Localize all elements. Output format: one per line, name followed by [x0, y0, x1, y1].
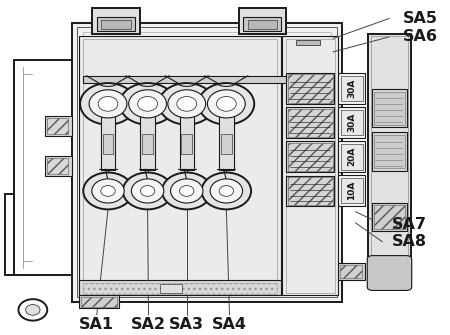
Bar — [338, 141, 365, 172]
Bar — [72, 23, 342, 302]
Bar — [341, 144, 363, 170]
Bar — [372, 203, 407, 231]
Bar — [79, 295, 119, 308]
Bar — [45, 116, 72, 136]
Circle shape — [202, 173, 251, 209]
Bar — [83, 32, 331, 293]
Text: SA2: SA2 — [131, 317, 166, 332]
Circle shape — [180, 186, 194, 196]
Bar — [92, 8, 140, 34]
Text: 10A: 10A — [347, 181, 356, 200]
Bar — [288, 177, 333, 205]
Circle shape — [171, 179, 203, 203]
Bar — [341, 110, 363, 135]
Circle shape — [138, 96, 157, 111]
Bar — [45, 156, 72, 176]
Circle shape — [89, 90, 127, 118]
Text: SA3: SA3 — [169, 317, 204, 332]
Bar — [374, 135, 405, 168]
Text: SA8: SA8 — [392, 234, 427, 249]
Circle shape — [80, 83, 136, 125]
Text: 20A: 20A — [347, 147, 356, 166]
Bar — [79, 36, 281, 295]
Text: SA5: SA5 — [403, 11, 438, 26]
Bar — [47, 118, 68, 134]
Circle shape — [210, 179, 243, 203]
Bar — [101, 105, 115, 170]
Circle shape — [168, 90, 206, 118]
Bar — [288, 109, 333, 137]
Text: SA4: SA4 — [212, 317, 247, 332]
Bar — [338, 73, 365, 104]
Circle shape — [177, 96, 197, 111]
Bar — [372, 132, 407, 171]
Text: SA1: SA1 — [79, 317, 114, 332]
Bar — [286, 176, 334, 206]
Circle shape — [26, 305, 40, 315]
Bar — [288, 143, 333, 171]
Circle shape — [159, 83, 215, 125]
Bar — [341, 178, 363, 203]
Bar — [288, 74, 333, 103]
Text: 30A: 30A — [347, 113, 356, 132]
Circle shape — [18, 299, 47, 321]
Text: SA6: SA6 — [403, 29, 438, 44]
Bar — [140, 105, 155, 170]
Bar — [371, 36, 408, 286]
Bar — [142, 134, 153, 154]
Bar — [79, 280, 281, 295]
Circle shape — [216, 96, 236, 111]
Bar — [180, 105, 194, 170]
Circle shape — [98, 96, 118, 111]
Circle shape — [198, 83, 254, 125]
Text: SA7: SA7 — [392, 217, 427, 232]
Bar — [77, 27, 337, 297]
Text: 30A: 30A — [347, 79, 356, 98]
Circle shape — [129, 90, 166, 118]
Circle shape — [92, 179, 124, 203]
Bar — [97, 17, 135, 31]
Circle shape — [207, 90, 245, 118]
Bar — [238, 8, 286, 34]
Bar — [181, 134, 192, 154]
Bar — [286, 141, 334, 172]
Circle shape — [120, 83, 176, 125]
FancyBboxPatch shape — [367, 256, 412, 290]
Bar — [160, 284, 182, 293]
Circle shape — [162, 173, 212, 209]
Circle shape — [83, 173, 133, 209]
Bar — [83, 76, 286, 83]
Bar — [296, 40, 320, 45]
Bar — [83, 39, 277, 292]
Bar — [282, 36, 338, 295]
Bar — [221, 134, 232, 154]
Bar — [368, 34, 411, 288]
Circle shape — [131, 179, 164, 203]
Circle shape — [140, 186, 155, 196]
Bar — [338, 107, 365, 138]
Bar — [341, 76, 363, 101]
Bar — [83, 283, 277, 294]
Bar — [372, 89, 407, 127]
Circle shape — [123, 173, 172, 209]
Bar — [101, 20, 130, 29]
Bar — [374, 205, 405, 229]
Bar — [338, 175, 365, 206]
Bar — [286, 39, 335, 293]
Bar — [286, 73, 334, 104]
Bar — [286, 107, 334, 138]
Bar — [243, 17, 281, 31]
Bar — [248, 20, 277, 29]
Bar — [374, 92, 405, 125]
Circle shape — [101, 186, 115, 196]
Bar — [219, 105, 234, 170]
Bar — [103, 134, 113, 154]
Circle shape — [219, 186, 234, 196]
Bar — [338, 263, 364, 280]
Bar — [47, 158, 68, 174]
Bar — [340, 265, 362, 278]
Bar — [81, 297, 117, 307]
